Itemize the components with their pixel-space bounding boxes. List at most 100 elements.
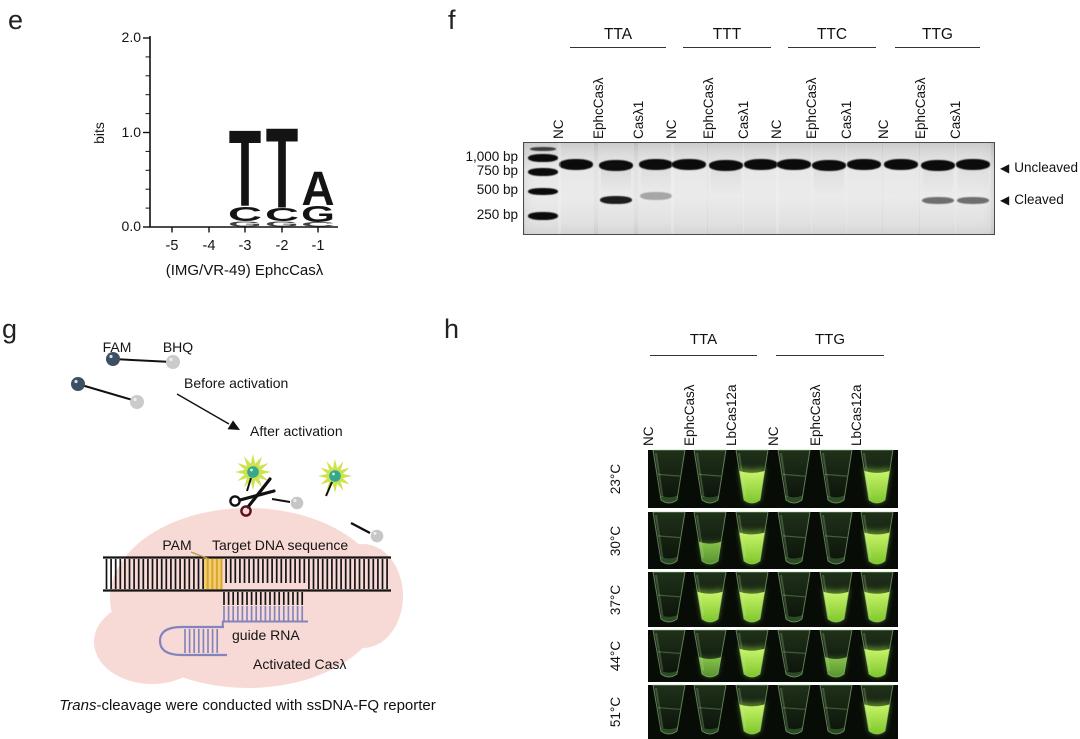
x-tick-m2: -2 — [276, 238, 289, 254]
logo-letter-T-pos-3: T — [229, 109, 261, 230]
tube-row-photo-37°C — [648, 572, 898, 627]
tube-group-header-TTA: TTA — [689, 331, 718, 348]
tube-highlight — [696, 632, 705, 672]
tube-group-underline-TTG — [776, 355, 884, 356]
target-dna-label: Target DNA sequence — [212, 537, 348, 553]
tube-liquid-bright — [864, 648, 890, 677]
logo-letter-C-pos-3: C — [228, 202, 262, 225]
tube-highlight — [655, 514, 664, 559]
tube-highlight — [738, 452, 747, 498]
tube-liquid-bright — [739, 532, 765, 564]
x-tick-m4: -4 — [203, 238, 216, 254]
gel-group-header-TTG: TTG — [922, 26, 953, 43]
tube-meniscus-line — [657, 651, 681, 654]
ladder-label-500bp: 500 bp — [476, 182, 518, 197]
cleaved-label: Cleaved — [1014, 192, 1064, 207]
gel-band-uncleaved — [672, 159, 706, 170]
gel-lane-smear — [711, 163, 741, 195]
panel-g-caption: Trans-cleavage were conducted with ssDNA… — [35, 697, 460, 714]
gel-group-underline-TTA — [570, 47, 666, 48]
gel-lane-shade — [776, 143, 812, 234]
tube-body — [820, 512, 852, 564]
tube-outline — [777, 449, 811, 504]
gel-lane-label-TTC-Casλ1: Casλ1 — [839, 100, 854, 139]
gel-lane-label-TTC-NC: NC — [769, 119, 784, 140]
tube-body — [653, 630, 685, 677]
tube-outline — [693, 511, 727, 565]
tube-group-underline-TTA — [650, 355, 757, 356]
tube-body — [653, 512, 685, 564]
panel-g-label: g — [2, 314, 18, 344]
tube-liquid-bright — [864, 532, 890, 564]
gel-lane-label-TTA-NC: NC — [551, 119, 566, 140]
tube-highlight — [696, 514, 705, 559]
tube-lane-label-TTA-NC: NC — [641, 426, 656, 447]
tube-outline — [693, 684, 727, 735]
gel-lane-shade — [811, 143, 847, 234]
tube-lane-label-TTA-LbCas12a: LbCas12a — [724, 384, 739, 446]
tube-outline — [652, 511, 686, 565]
gel-band-uncleaved — [812, 160, 846, 171]
tube-liquid-medium — [698, 541, 722, 564]
pam-label: PAM — [162, 537, 191, 553]
logo-letter-C-pos-2: C — [265, 205, 299, 225]
gel-band-cleaved — [957, 197, 989, 204]
tube-row-photo-44°C — [648, 630, 898, 682]
tube-outline — [860, 511, 894, 565]
tube-highlight — [738, 632, 747, 672]
gel-band-uncleaved — [559, 159, 593, 170]
tube-liquid-dim — [827, 495, 845, 503]
tube-meniscus-line — [824, 707, 848, 710]
tube-highlight — [863, 452, 872, 498]
ladder-label-1000bp: 1,000 bp — [465, 149, 518, 164]
tube-lane-label-TTG-NC: NC — [766, 426, 781, 447]
scissors-icon — [229, 477, 276, 517]
tube-body — [653, 450, 685, 503]
gel-group-underline-TTC — [788, 47, 876, 48]
gel-band-uncleaved — [599, 160, 633, 171]
tube-outline — [819, 571, 853, 623]
activated-cas-label: Activated Casλ — [253, 656, 346, 672]
y-tick-0: 0.0 — [122, 218, 142, 234]
tube-meniscus-line — [657, 594, 681, 598]
temperature-label-51°C: 51°C — [608, 696, 623, 728]
gel-lane-shade — [638, 143, 674, 234]
tube-highlight — [696, 687, 705, 729]
tube-highlight — [696, 574, 705, 617]
tube-highlight — [822, 687, 831, 729]
logo-letter-G-pos-2: G — [265, 220, 299, 229]
tube-highlight — [863, 574, 872, 617]
tube-liquid-bright — [864, 470, 890, 503]
tube-liquid-bright — [823, 591, 849, 622]
ladder-label-750bp: 750 bp — [476, 163, 518, 178]
after-activation-label: After activation — [250, 423, 343, 439]
tube-outline — [777, 511, 811, 565]
gel-band-cleaved — [922, 197, 954, 204]
gel-lane-smear — [601, 163, 631, 195]
tube-meniscus-line — [698, 473, 722, 477]
tube-outline — [860, 449, 894, 504]
temperature-label-23°C: 23°C — [608, 463, 623, 495]
tube-outline — [819, 629, 853, 678]
tube-liquid-dim — [660, 556, 678, 564]
tube-liquid-bright — [739, 470, 765, 503]
tube-meniscus-line — [782, 651, 806, 654]
tube-meniscus-line — [824, 473, 848, 477]
tube-highlight — [780, 632, 789, 672]
logo-letter-T-pos-2: T — [266, 105, 299, 232]
tube-outline — [735, 684, 769, 735]
tube-outline — [819, 684, 853, 735]
gel-lane-label-TTG-EphcCasλ: EphcCasλ — [913, 77, 928, 139]
tube-body — [653, 685, 685, 734]
gel-lane-label-TTC-EphcCasλ: EphcCasλ — [804, 77, 819, 139]
tube-body — [778, 685, 810, 734]
tube-liquid-bright — [864, 591, 890, 622]
uncleaved-label: Uncleaved — [1014, 160, 1079, 175]
tube-outline — [693, 571, 727, 623]
temperature-label-37°C: 37°C — [608, 584, 623, 615]
tube-outline — [735, 449, 769, 504]
logo-letter-stacks: GCT GCT CGA — [228, 105, 335, 232]
mechanism-diagram: FAM BHQ Before activation After activati… — [71, 339, 403, 688]
y-axis-title: bits — [91, 122, 107, 144]
tube-body — [694, 685, 726, 734]
